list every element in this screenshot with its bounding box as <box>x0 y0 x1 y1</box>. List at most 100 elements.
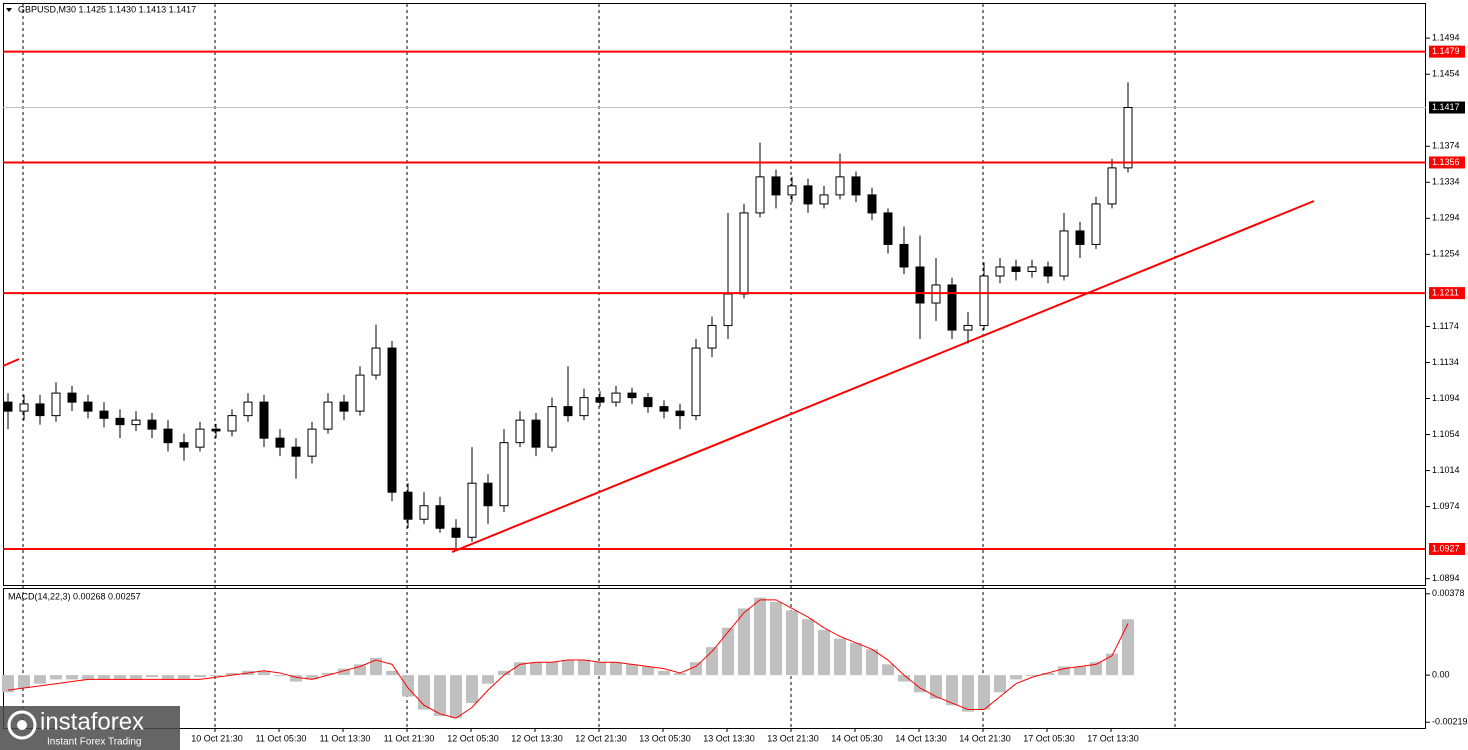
macd-bar <box>338 668 350 676</box>
macd-bar <box>434 675 446 716</box>
macd-bar <box>610 662 622 676</box>
candle-body <box>99 410 109 419</box>
candle-body <box>851 176 861 196</box>
candle-body <box>339 401 349 412</box>
macd-bar <box>482 675 494 684</box>
candle-body <box>963 325 973 331</box>
candle-body <box>371 347 381 376</box>
level-box <box>1429 287 1465 300</box>
trend-line <box>451 200 1315 553</box>
macd-bar <box>818 629 830 676</box>
candle-body <box>643 397 653 408</box>
candle-body <box>1107 167 1117 205</box>
macd-bar <box>306 675 318 680</box>
watermark-brand: instaforex <box>40 708 144 735</box>
macd-bar <box>562 660 574 676</box>
macd-bar <box>914 675 926 693</box>
candle-body <box>547 406 557 448</box>
macd-bar <box>178 675 190 680</box>
candle-body <box>467 482 477 538</box>
candle-body <box>131 419 141 426</box>
candle-body <box>1059 230 1069 277</box>
macd-bar <box>978 675 990 710</box>
macd-bar <box>882 664 894 676</box>
macd-bar <box>226 672 238 676</box>
macd-bar <box>530 662 542 676</box>
macd-bar <box>146 675 158 678</box>
macd-bar <box>850 642 862 676</box>
candle-body <box>675 410 685 417</box>
time-grid <box>22 4 1176 728</box>
last-price-label: 1.1417 <box>1432 102 1460 112</box>
candle-body <box>1027 266 1037 272</box>
level-box <box>1429 542 1465 555</box>
y-tick-label: 1.1014 <box>1432 465 1460 475</box>
candle-body <box>403 491 413 520</box>
candle-body <box>739 212 749 295</box>
macd-bar <box>18 675 30 688</box>
logo-icon <box>7 710 37 740</box>
x-tick-label: 13 Oct 21:30 <box>767 733 819 743</box>
macd-bar <box>210 675 222 677</box>
x-tick-label: 14 Oct 13:30 <box>895 733 947 743</box>
header-arrow <box>6 8 12 12</box>
macd-bar <box>498 670 510 676</box>
macd-bar <box>1010 675 1022 680</box>
candle-body <box>771 176 781 196</box>
macd-bar <box>1026 675 1038 677</box>
y-tick-label: 1.1494 <box>1432 33 1460 43</box>
macd-bar <box>1042 672 1054 676</box>
level-box <box>1429 45 1465 58</box>
candle-body <box>611 392 621 403</box>
macd-bar <box>2 675 14 693</box>
macd-bar <box>930 675 942 699</box>
candle-body <box>355 374 365 412</box>
x-tick-label: 11 Oct 21:30 <box>384 733 435 743</box>
x-tick-label: 13 Oct 05:30 <box>639 733 691 743</box>
price-frame <box>3 3 1426 586</box>
candle-body <box>259 401 269 439</box>
macd-bar <box>1058 666 1070 676</box>
macd-bar <box>626 664 638 676</box>
candle-body <box>723 293 733 327</box>
level-label: 1.1479 <box>1432 46 1460 56</box>
candle-body <box>35 403 45 417</box>
candle-body <box>323 401 333 430</box>
macd-bar <box>322 672 334 676</box>
macd-bar <box>786 610 798 676</box>
macd-bar <box>514 662 526 676</box>
candle-body <box>275 437 285 448</box>
y-tick-label: 1.1294 <box>1432 213 1460 223</box>
macd-title: MACD(14,22,3) 0.00268 0.00257 <box>8 591 141 601</box>
x-tick-label: 17 Oct 05:30 <box>1023 733 1075 743</box>
x-tick-label: 10 Oct 21:30 <box>191 733 243 743</box>
chart-title: GBPUSD,M30 1.1425 1.1430 1.1413 1.1417 <box>18 4 196 14</box>
macd-bar <box>578 660 590 676</box>
macd-bar <box>994 675 1006 693</box>
candle-body <box>691 347 701 417</box>
macd-bar <box>658 670 670 676</box>
candle-body <box>1123 107 1133 169</box>
macd-bar <box>1074 666 1086 676</box>
candle-body <box>67 392 77 403</box>
x-tick-label: 17 Oct 13:30 <box>1087 733 1139 743</box>
macd-bar <box>354 664 366 676</box>
candle-body <box>883 212 893 245</box>
macd-bar <box>770 601 782 676</box>
macd-bar <box>866 649 878 676</box>
y-tick-label: 1.1254 <box>1432 249 1460 259</box>
macd-bar <box>274 675 286 677</box>
candle-body <box>483 482 493 507</box>
candle-body <box>867 194 877 214</box>
candle-body <box>51 392 61 417</box>
x-tick-label: 12 Oct 05:30 <box>447 733 499 743</box>
y-tick-label: 1.1054 <box>1432 429 1460 439</box>
y-tick-label: 1.1334 <box>1432 177 1460 187</box>
candle-body <box>83 401 93 412</box>
candle-body <box>1011 266 1021 272</box>
macd-bar <box>450 675 462 719</box>
logo-icon-core <box>17 720 27 730</box>
level-label: 1.1211 <box>1432 287 1459 297</box>
candle-body <box>147 419 157 430</box>
y-tick-label: 1.1454 <box>1432 69 1460 79</box>
